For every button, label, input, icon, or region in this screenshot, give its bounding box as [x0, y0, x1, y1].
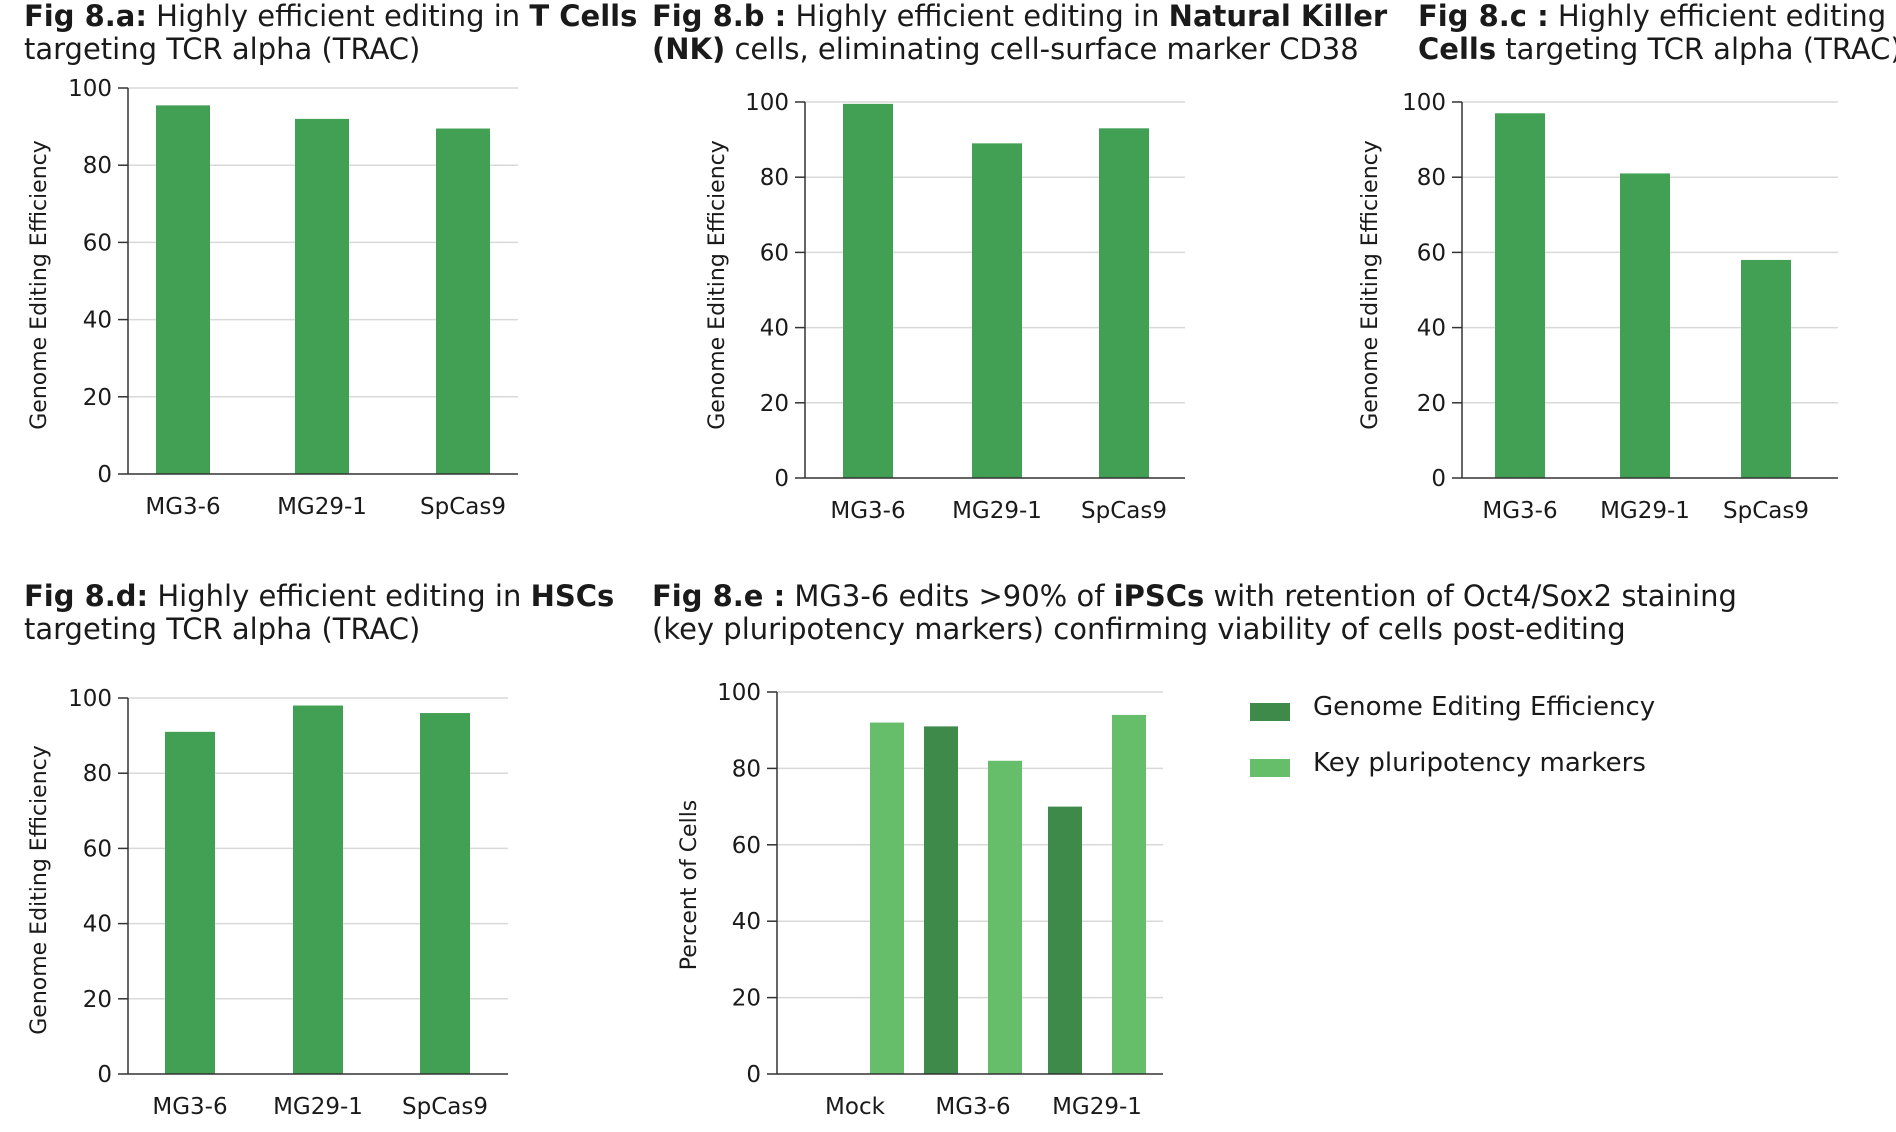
y-tick-label: 40 [83, 308, 112, 334]
y-tick-label: 100 [717, 680, 761, 706]
y-tick-label: 0 [97, 1062, 112, 1088]
y-tick-label: 100 [745, 90, 789, 116]
title-line2: targeting TCR alpha (TRAC) [24, 32, 421, 66]
y-tick-label: 60 [1417, 240, 1446, 266]
y-tick-label: 100 [1402, 90, 1446, 116]
legend-swatch-pluripotency [1250, 759, 1290, 777]
x-tick-label: MG29-1 [1052, 1094, 1142, 1120]
bar [436, 128, 490, 474]
bar-pluripotency [988, 760, 1022, 1074]
y-tick-label: 100 [68, 76, 112, 102]
legend-label-pluripotency: Key pluripotency markers [1313, 748, 1646, 778]
bar-genome-editing [1048, 806, 1082, 1074]
y-tick-label: 80 [83, 153, 112, 179]
y-tick-label: 20 [1417, 391, 1446, 417]
title-line2: cells, eliminating cell-surface marker C… [725, 32, 1359, 66]
bar [1741, 259, 1791, 478]
title-line2-bold: (NK) [652, 32, 726, 66]
y-tick-label: 80 [1417, 165, 1446, 191]
y-tick-label: 60 [760, 240, 789, 266]
fig-label: Fig 8.c : [1418, 0, 1549, 33]
bar [295, 118, 349, 474]
bar [420, 713, 470, 1074]
bar-pluripotency [870, 722, 904, 1074]
title-bold-text: HSCs [530, 579, 615, 613]
title-text: Highly efficient editing in [148, 579, 531, 613]
x-tick-label: MG29-1 [1600, 498, 1690, 524]
title-text: Highly efficient editing in [146, 0, 530, 33]
y-tick-label: 60 [83, 230, 112, 256]
fig-label: Fig 8.a: [24, 0, 147, 33]
y-tick-label: 40 [760, 316, 789, 342]
x-tick-label: SpCas9 [1081, 498, 1167, 524]
bar [1099, 128, 1149, 478]
title-bold-text: T Cells [529, 0, 638, 33]
x-tick-label: MG29-1 [273, 1094, 363, 1120]
x-tick-label: MG3-6 [145, 494, 220, 520]
title-text: Highly efficient editing in [1548, 0, 1896, 33]
y-tick-label: 20 [732, 986, 761, 1012]
x-tick-label: SpCas9 [1723, 498, 1809, 524]
x-tick-label: MG29-1 [277, 494, 367, 520]
x-tick-label: SpCas9 [402, 1094, 488, 1120]
y-tick-label: 80 [732, 756, 761, 782]
bar-genome-editing [924, 726, 958, 1074]
bar [1495, 113, 1545, 478]
panel-a-title: Fig 8.a: Highly efficient editing in T C… [24, 0, 637, 66]
bar [293, 705, 343, 1074]
panel-d-title: Fig 8.d: Highly efficient editing in HSC… [24, 580, 614, 646]
title-bold-text: Natural Killer [1168, 0, 1388, 33]
x-tick-label: MG29-1 [952, 498, 1042, 524]
panel-c-title: Fig 8.c : Highly efficient editing in B … [1418, 0, 1896, 66]
title-line2: targeting TCR alpha (TRAC) [24, 612, 421, 646]
bar [972, 143, 1022, 479]
y-tick-label: 80 [83, 761, 112, 787]
x-tick-label: SpCas9 [420, 494, 506, 520]
y-tick-label: 0 [746, 1062, 761, 1088]
title-line2-bold: Cells [1418, 32, 1497, 66]
bar-pluripotency [1112, 714, 1146, 1074]
y-axis-label: Genome Editing Efficiency [27, 140, 52, 430]
y-tick-label: 0 [774, 466, 789, 492]
y-axis-label: Genome Editing Efficiency [27, 745, 52, 1035]
x-tick-label: MG3-6 [935, 1094, 1010, 1120]
panel-b-title: Fig 8.b : Highly efficient editing in Na… [652, 0, 1387, 66]
fig-label: Fig 8.e : [652, 579, 786, 613]
y-tick-label: 20 [83, 385, 112, 411]
y-tick-label: 0 [1431, 466, 1446, 492]
y-tick-label: 80 [760, 165, 789, 191]
bar [165, 731, 215, 1074]
bar [1620, 173, 1670, 478]
y-tick-label: 40 [732, 909, 761, 935]
y-tick-label: 100 [68, 686, 112, 712]
title-text: Highly efficient editing in [786, 0, 1169, 33]
fig-label: Fig 8.b : [652, 0, 787, 33]
title-text: MG3-6 edits >90% of [785, 579, 1114, 613]
fig-label: Fig 8.d: [24, 579, 149, 613]
title-bold-text: iPSCs [1113, 579, 1205, 613]
y-axis-label: Genome Editing Efficiency [1358, 140, 1383, 430]
y-axis-label: Percent of Cells [677, 800, 702, 971]
bar [843, 103, 893, 478]
x-tick-label: MG3-6 [152, 1094, 227, 1120]
title-line2: (key pluripotency markers) confirming vi… [652, 612, 1626, 646]
x-tick-label: MG3-6 [830, 498, 905, 524]
legend-label-genome-editing: Genome Editing Efficiency [1313, 692, 1656, 722]
x-tick-label: Mock [825, 1094, 886, 1120]
y-tick-label: 60 [732, 833, 761, 859]
x-tick-label: MG3-6 [1482, 498, 1557, 524]
legend-swatch-genome-editing [1250, 703, 1290, 721]
bar [156, 105, 210, 475]
title-line2: targeting TCR alpha (TRAC) [1496, 32, 1896, 66]
y-tick-label: 40 [1417, 316, 1446, 342]
y-tick-label: 20 [83, 987, 112, 1013]
y-tick-label: 40 [83, 912, 112, 938]
panel-e-title: Fig 8.e : MG3-6 edits >90% of iPSCs with… [652, 580, 1737, 646]
title-post-text: with retention of Oct4/Sox2 staining [1204, 579, 1737, 613]
y-tick-label: 20 [760, 391, 789, 417]
y-tick-label: 0 [97, 462, 112, 488]
y-tick-label: 60 [83, 836, 112, 862]
y-axis-label: Genome Editing Efficiency [705, 140, 730, 430]
